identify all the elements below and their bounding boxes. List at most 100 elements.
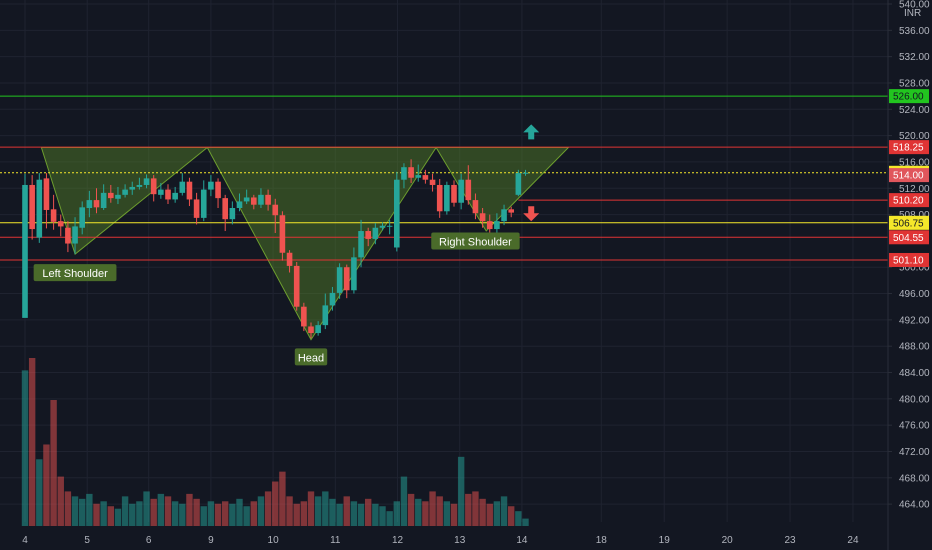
price-tick-label: 468.00 — [899, 473, 930, 484]
time-tick-label: 18 — [596, 535, 608, 546]
candle-body — [158, 189, 164, 195]
candle-body — [408, 167, 414, 178]
price-badge-label: 506.75 — [893, 218, 924, 229]
annotation-label: Left Shoulder — [42, 268, 108, 280]
volume-bar — [493, 501, 501, 526]
volume-bar — [350, 501, 358, 526]
price-badges: 526.00518.25514.35510.20506.75504.55501.… — [889, 89, 929, 267]
candle-body — [179, 181, 186, 193]
candle-body — [193, 199, 200, 218]
arrow-down-icon — [523, 206, 540, 222]
candle-body — [236, 201, 243, 208]
volume-bar — [164, 496, 172, 526]
price-tick-label: 476.00 — [899, 421, 930, 432]
volume-bar — [64, 491, 72, 526]
price-badge-label: 514.00 — [893, 171, 924, 182]
volume-bar — [393, 501, 400, 526]
candle-body — [72, 226, 78, 244]
price-badge-label: 510.20 — [893, 196, 924, 207]
candle-body — [322, 305, 329, 326]
candle-body — [165, 189, 171, 200]
candle-body — [315, 325, 321, 334]
price-badge-label: 504.55 — [893, 233, 924, 244]
price-tick-label: 484.00 — [899, 368, 930, 379]
candle-body — [243, 197, 250, 202]
volume-bar — [486, 503, 493, 526]
price-tick-label: 480.00 — [899, 394, 930, 405]
price-badge — [889, 230, 929, 245]
candle-body — [272, 204, 279, 216]
candle-body — [143, 178, 150, 185]
volume-bar — [222, 501, 229, 526]
volume-bar — [264, 491, 272, 526]
time-tick-label: 5 — [84, 535, 90, 546]
price-tick-label: 540.00 — [899, 0, 930, 11]
candle-body — [93, 200, 100, 208]
candle-body — [150, 178, 157, 195]
price-badge-label: 518.25 — [893, 143, 924, 154]
candle-body — [172, 192, 178, 200]
candle-body — [436, 184, 443, 212]
annotation-badge — [33, 264, 117, 282]
time-tick-label: 19 — [659, 535, 671, 546]
candle-body — [108, 192, 114, 199]
candle-body — [65, 227, 71, 244]
volume-bar — [136, 501, 143, 526]
volume-bar — [457, 456, 465, 526]
price-tick-label: 488.00 — [899, 342, 930, 353]
candle-body — [494, 221, 500, 230]
candle-body — [29, 184, 35, 230]
candle-body — [50, 209, 57, 222]
volume-bar — [207, 501, 215, 526]
candle-body — [515, 173, 522, 195]
candle-body — [136, 184, 143, 187]
time-tick-label: 24 — [847, 535, 859, 546]
time-tick-label: 20 — [722, 535, 734, 546]
volume-bar — [100, 501, 107, 526]
candle-body — [258, 194, 264, 205]
volume-bar — [21, 370, 29, 526]
currency-label: INR — [904, 8, 921, 19]
volume-bar — [200, 506, 207, 526]
volume-bar — [121, 496, 129, 526]
volume-bar — [214, 503, 222, 526]
price-tick-label: 464.00 — [899, 500, 930, 511]
arrow-up-icon — [523, 124, 540, 140]
price-axis[interactable]: 540.00 536.00 532.00 528.00 524.00 520.00 516.… — [888, 0, 930, 511]
volume-bar — [43, 444, 50, 526]
volume-bar — [472, 491, 479, 526]
candle-body — [43, 178, 50, 210]
volume-bar — [157, 493, 165, 526]
candle-body — [222, 198, 228, 220]
volume-bar — [379, 506, 386, 526]
candle-body — [465, 179, 472, 201]
candle-body — [215, 181, 221, 199]
candle-body — [329, 292, 336, 306]
candle-body — [122, 189, 128, 195]
candle-body — [22, 184, 28, 318]
volume-bar — [36, 459, 43, 526]
volume-bar — [314, 496, 322, 526]
volume-bar — [71, 496, 79, 526]
candle-body — [358, 231, 364, 258]
candle-body — [208, 181, 214, 190]
volume-bar — [443, 501, 451, 526]
time-tick-label: 4 — [22, 535, 28, 546]
volume-bar — [293, 503, 300, 526]
candles — [22, 159, 529, 339]
volume-bar — [300, 501, 308, 526]
volume-bar — [86, 493, 93, 526]
price-tick-label: 532.00 — [899, 52, 930, 63]
volume-bar — [129, 503, 136, 526]
candle-body — [79, 207, 85, 228]
volume-bar — [429, 491, 436, 526]
candle-body — [286, 252, 293, 266]
time-axis[interactable]: 4 5 6 9 10 11 12 13 14 18 19 20 23 24 — [22, 535, 859, 546]
price-badge — [889, 89, 929, 104]
candle-body — [472, 200, 479, 214]
candle-body — [444, 184, 450, 212]
volume-bar — [79, 498, 86, 526]
candle-body — [279, 215, 286, 253]
price-badge — [889, 193, 929, 208]
